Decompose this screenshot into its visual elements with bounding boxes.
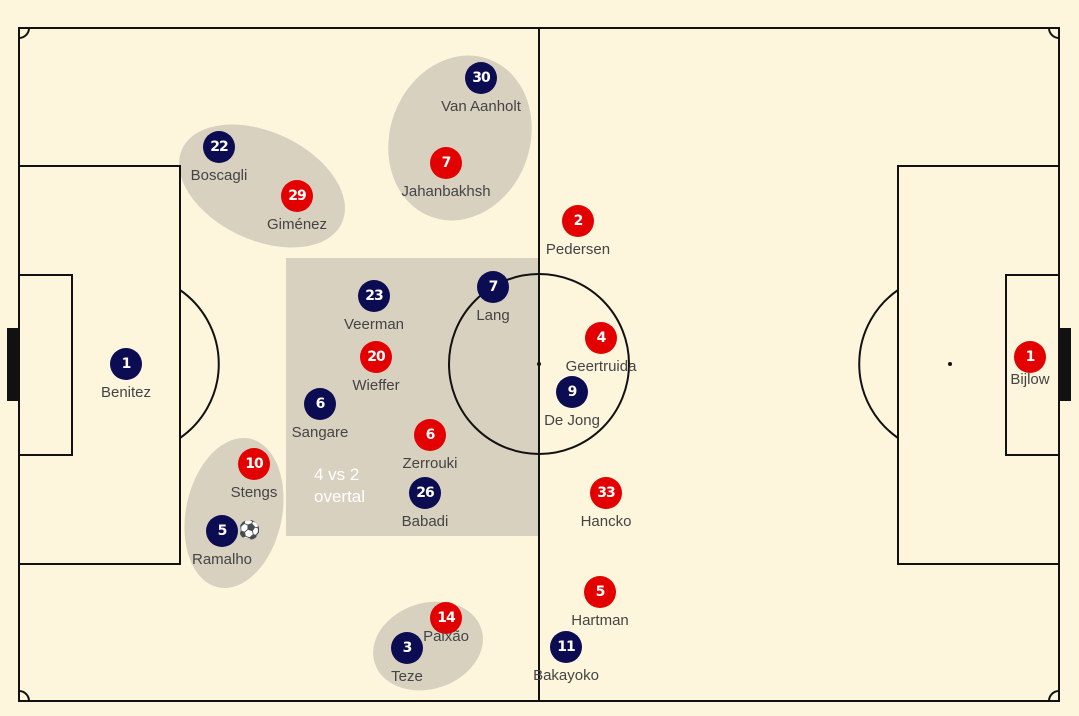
player-number: 33 (590, 477, 622, 509)
corner-arc-br (1048, 690, 1060, 702)
player-number: 22 (203, 131, 235, 163)
player-number: 6 (304, 388, 336, 420)
player-number: 10 (238, 448, 270, 480)
player-number: 6 (414, 419, 446, 451)
zone-left-wing (179, 124, 345, 248)
player-name: Babadi (401, 513, 449, 530)
player-name: Hancko (580, 513, 632, 530)
player-name: Teze (391, 668, 423, 685)
player-number: 2 (562, 205, 594, 237)
player-name: Stengs (230, 484, 278, 501)
player-number: 20 (360, 341, 392, 373)
centre-circle (448, 273, 630, 455)
left-penalty-arc (179, 289, 220, 439)
right-goal (1059, 328, 1071, 401)
player-number: 23 (358, 280, 390, 312)
zone-top-wing (388, 55, 532, 221)
player-name: Zerrouki (402, 455, 458, 472)
player-number: 26 (409, 477, 441, 509)
player-name: Veerman (343, 316, 405, 333)
player-name: Giménez (266, 216, 328, 233)
player-number: 30 (465, 62, 497, 94)
player-name: Benitez (100, 384, 152, 401)
left-penalty-area (18, 165, 181, 565)
corner-arc-tr (1048, 27, 1060, 39)
player-number: 5 (584, 576, 616, 608)
corner-arc-tl (18, 27, 30, 39)
player-number: 29 (281, 180, 313, 212)
overload-label: 4 vs 2 overtal (314, 464, 394, 508)
player-number: 9 (556, 376, 588, 408)
player-name: Lang (476, 307, 510, 324)
player-number: 7 (430, 147, 462, 179)
centre-spot (537, 362, 541, 366)
player-name: Ramalho (191, 551, 253, 568)
player-name: Hartman (571, 612, 629, 629)
player-name: De Jong (544, 412, 600, 429)
player-number: 5 (206, 515, 238, 547)
player-number: 14 (430, 602, 462, 634)
player-number: 1 (110, 348, 142, 380)
right-penalty-arc (858, 289, 899, 439)
right-penalty-spot (948, 362, 952, 366)
player-name: Bakayoko (533, 667, 599, 684)
player-name: Boscagli (190, 167, 248, 184)
player-number: 1 (1014, 341, 1046, 373)
player-name: Wieffer (352, 377, 400, 394)
left-goal-area (18, 274, 73, 456)
soccer-ball-icon: ⚽ (238, 520, 261, 541)
left-goal (7, 328, 19, 401)
overload-label-line2: overtal (314, 487, 366, 506)
player-name: Sangare (291, 424, 349, 441)
player-number: 11 (550, 631, 582, 663)
player-name: Geertruida (565, 358, 637, 375)
player-number: 7 (477, 271, 509, 303)
player-name: Pedersen (545, 241, 611, 258)
player-name: Van Aanholt (441, 98, 521, 115)
player-number: 3 (391, 632, 423, 664)
player-number: 4 (585, 322, 617, 354)
player-name: Bijlow (1010, 371, 1050, 388)
player-name: Paixão (423, 628, 469, 645)
corner-arc-bl (18, 690, 30, 702)
overload-label-line1: 4 vs 2 (314, 465, 360, 484)
player-name: Jahanbakhsh (401, 183, 491, 200)
zone-bottom-wing (373, 601, 483, 691)
zone-left-back (184, 437, 284, 589)
